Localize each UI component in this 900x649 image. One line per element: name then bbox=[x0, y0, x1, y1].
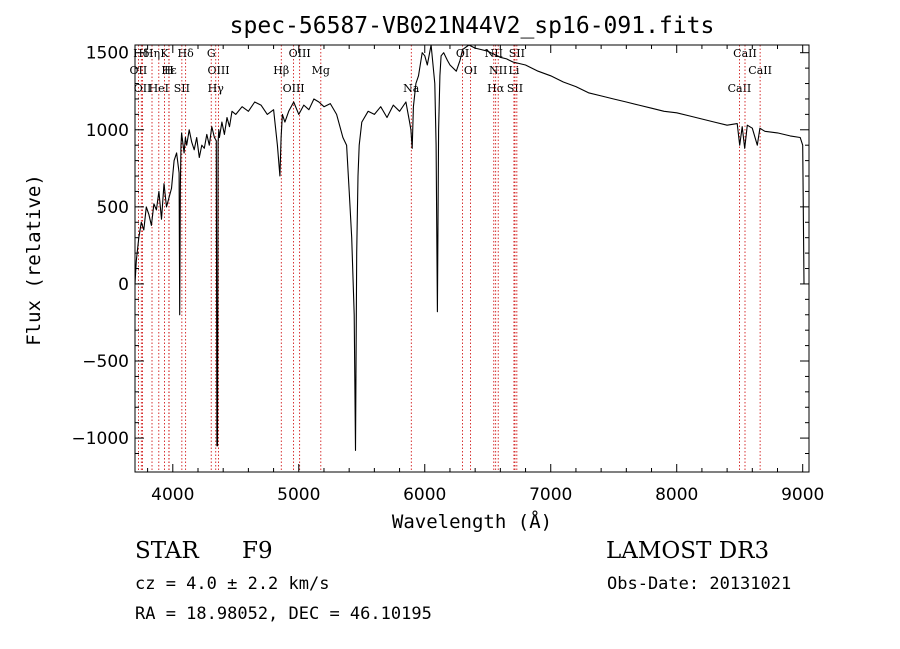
line-marker-label: Hγ bbox=[208, 82, 225, 95]
line-marker-label: Hβ bbox=[273, 64, 289, 77]
y-tick-label: −1000 bbox=[71, 429, 129, 449]
x-tick-label: 5000 bbox=[277, 485, 320, 505]
x-tick-label: 9000 bbox=[781, 485, 824, 505]
y-tick-label: 1500 bbox=[86, 44, 129, 64]
line-marker-label: SII bbox=[507, 82, 523, 95]
x-tick-label: 7000 bbox=[529, 485, 572, 505]
line-marker-label: OII bbox=[134, 82, 152, 95]
y-axis-ticks: −1000 −500 0 500 1000 1500 bbox=[71, 44, 809, 455]
line-marker-label: HeI bbox=[149, 82, 169, 95]
x-axis-ticks: 4000 5000 6000 7000 8000 9000 bbox=[147, 45, 824, 505]
line-marker-label: OIII bbox=[283, 82, 305, 95]
line-marker-label: NII bbox=[489, 64, 507, 77]
spectrum-chart: spec-56587-VB021N44V2_sp16-091.fits Hδ OI… bbox=[23, 13, 824, 533]
line-marker-label: CaII bbox=[748, 64, 772, 77]
y-axis-label: Flux (relative) bbox=[23, 174, 45, 346]
line-marker-label: OII bbox=[130, 64, 148, 77]
line-marker-label: Hα bbox=[487, 82, 505, 95]
line-marker-label: SII bbox=[509, 47, 525, 60]
line-marker-label: Hδ bbox=[133, 47, 150, 60]
line-marker-label: OI bbox=[456, 47, 469, 60]
line-marker-label: SII bbox=[174, 82, 190, 95]
y-tick-label: −500 bbox=[82, 352, 129, 372]
line-marker-label: Na bbox=[403, 82, 420, 95]
observation-date: Obs-Date: 20131021 bbox=[607, 574, 792, 594]
emission-line-markers: HδOIIOIIKHHeIHηHεSIIHδOIIIHγGHβOIIIOIIIM… bbox=[130, 45, 772, 472]
survey-name: LAMOST DR3 bbox=[606, 538, 770, 564]
line-marker-label: G bbox=[207, 47, 216, 60]
line-marker-label: OIII bbox=[207, 64, 229, 77]
redshift-velocity: cz = 4.0 ± 2.2 km/s bbox=[135, 574, 330, 594]
x-axis-label: Wavelength (Å) bbox=[392, 510, 552, 533]
line-marker-label: Hδ bbox=[178, 47, 195, 60]
x-tick-label: 6000 bbox=[403, 485, 446, 505]
line-marker-label: K bbox=[160, 47, 169, 60]
x-tick-label: 4000 bbox=[151, 485, 194, 505]
y-tick-label: 0 bbox=[118, 275, 129, 295]
plot-frame bbox=[134, 44, 810, 473]
coordinates: RA = 18.98052, DEC = 46.10195 bbox=[135, 604, 432, 624]
object-class: STAR bbox=[135, 538, 199, 564]
y-tick-label: 1000 bbox=[86, 121, 129, 141]
line-marker-label: Hε bbox=[161, 64, 177, 77]
line-marker-label: CaII bbox=[733, 47, 757, 60]
line-marker-label: OIII bbox=[289, 47, 311, 60]
line-marker-label: CaII bbox=[728, 82, 752, 95]
line-marker-label: Mg bbox=[312, 64, 330, 77]
line-marker-label: OI bbox=[464, 64, 477, 77]
spectrum-series bbox=[134, 44, 805, 451]
y-tick-label: 500 bbox=[97, 198, 129, 218]
x-tick-label: 8000 bbox=[655, 485, 698, 505]
chart-title: spec-56587-VB021N44V2_sp16-091.fits bbox=[230, 13, 715, 39]
line-marker-label: Hη bbox=[144, 47, 160, 60]
line-marker-label: Li bbox=[509, 64, 520, 77]
spectrum-line bbox=[134, 44, 805, 451]
object-subclass: F9 bbox=[242, 538, 273, 564]
